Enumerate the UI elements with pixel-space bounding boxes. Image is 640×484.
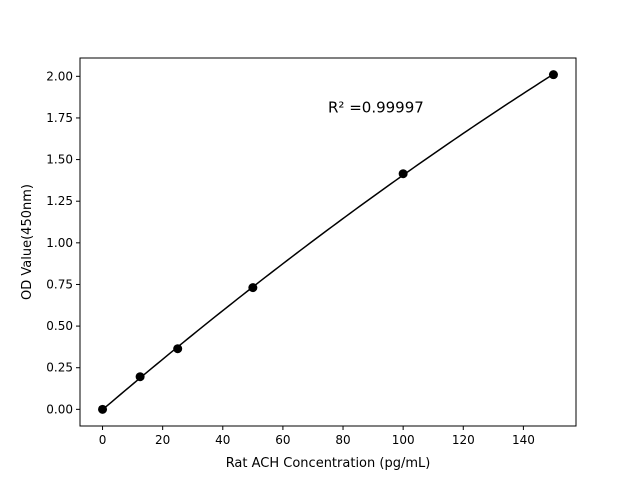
x-tick-label: 40 [215,433,230,447]
plot-area [79,57,577,427]
data-point [98,404,108,414]
data-point [398,169,408,179]
x-tick-label: 140 [512,433,535,447]
y-tick-label: 0.25 [46,361,73,375]
x-tick-label: 100 [392,433,415,447]
x-axis-label: Rat ACH Concentration (pg/mL) [226,456,431,471]
y-tick-label: 0.00 [46,402,73,416]
x-tick-label: 60 [275,433,290,447]
x-tick-label: 0 [99,433,107,447]
x-tick-label: 80 [335,433,350,447]
y-tick-label: 1.75 [46,111,73,125]
y-tick-label: 0.75 [46,277,73,291]
data-point [248,283,258,293]
r-squared-annotation: R² =0.99997 [328,99,424,117]
data-point [173,344,183,354]
x-tick-label: 120 [452,433,475,447]
y-tick-label: 0.50 [46,319,73,333]
y-axis-label: OD Value(450nm) [20,184,35,300]
y-tick-label: 1.25 [46,194,73,208]
y-tick-label: 1.50 [46,153,73,167]
y-tick-label: 2.00 [46,69,73,83]
data-point [548,70,558,80]
x-tick-label: 20 [155,433,170,447]
data-point [135,372,145,382]
y-tick-label: 1.00 [46,236,73,250]
